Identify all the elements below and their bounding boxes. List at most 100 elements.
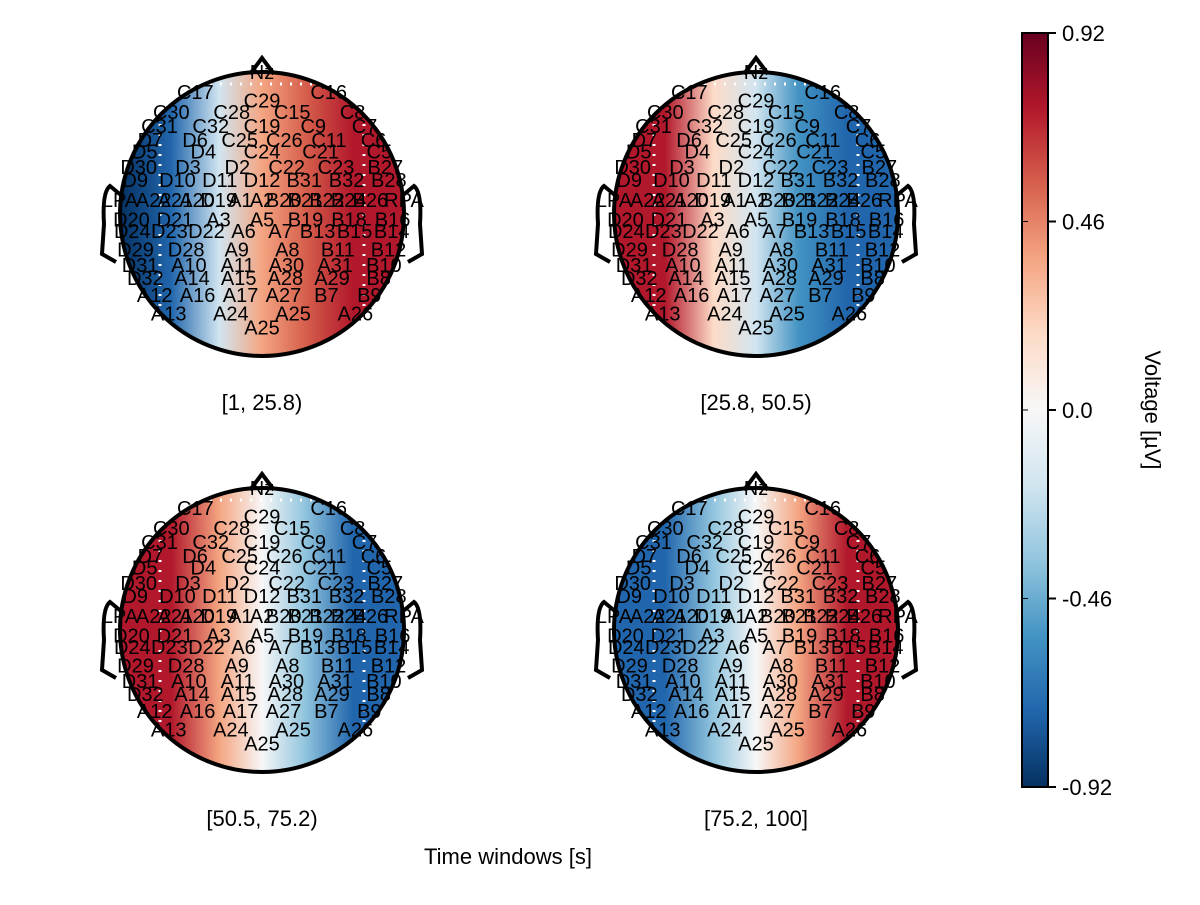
channel-label: C23 — [318, 573, 355, 595]
channel-label: D32 — [127, 268, 164, 290]
channel-label: A27 — [266, 285, 302, 307]
channel-label: C29 — [244, 90, 281, 112]
channel-label: D28 — [168, 240, 205, 262]
channel-label: A2 — [744, 606, 768, 628]
nose-outline — [742, 54, 770, 76]
channel-label: B22 — [309, 606, 345, 628]
channel-label: D19 — [200, 190, 237, 212]
channel-label: B28 — [865, 170, 901, 192]
channel-label: B13 — [300, 637, 336, 659]
channel-label: C8 — [834, 102, 860, 124]
channel-label: A21 — [158, 190, 194, 212]
channel-label: C28 — [707, 518, 744, 540]
channel-label: C19 — [738, 532, 775, 554]
channel-label: D19 — [200, 606, 237, 628]
channel-label: A20 — [179, 606, 215, 628]
channel-label: A3 — [206, 626, 230, 648]
channel-label: D10 — [159, 170, 196, 192]
channel-label: A24 — [707, 719, 743, 741]
channel-label: Nz — [744, 62, 768, 84]
channel-label: C30 — [647, 518, 684, 540]
channel-label: C32 — [192, 532, 229, 554]
channel-label: A29 — [808, 684, 844, 706]
channel-label: C26 — [266, 546, 303, 568]
channel-label: A10 — [665, 255, 701, 277]
channel-label: D21 — [157, 626, 194, 648]
channel-label: RPA — [384, 606, 424, 628]
channel-label: D3 — [669, 573, 695, 595]
channel-label: RPA — [878, 190, 918, 212]
channel-label: B31 — [286, 586, 322, 608]
channel-label: D29 — [117, 656, 154, 678]
channel-label: C28 — [213, 102, 250, 124]
channel-label: C21 — [302, 558, 339, 580]
channel-label: C8 — [834, 518, 860, 540]
channel-label: C29 — [738, 506, 775, 528]
channel-label: A1 — [228, 190, 252, 212]
channel-label: C21 — [796, 142, 833, 164]
channel-label: A28 — [762, 268, 798, 290]
channel-label: B13 — [300, 221, 336, 243]
channel-label: B8 — [860, 684, 884, 706]
channel-label: D24 — [608, 637, 645, 659]
left-ear-outline — [99, 183, 124, 264]
channel-label: D12 — [244, 586, 281, 608]
channel-label: C9 — [300, 116, 326, 138]
channel-label: D6 — [182, 546, 208, 568]
channel-label: D11 — [696, 170, 731, 192]
channel-label: C32 — [686, 116, 723, 138]
channel-label: C9 — [794, 116, 820, 138]
channel-label: A25 — [738, 318, 774, 340]
channel-label: LPA — [596, 190, 633, 212]
topoplot-panel: Nz C17 C16 C29 C30 C28 C15 C8 C31 C32 C19 C9 C7 D7 D6 C… — [593, 54, 918, 415]
channel-label: B19 — [288, 210, 324, 232]
channel-label: C26 — [760, 546, 797, 568]
channel-label: B9 — [851, 701, 875, 723]
channel-label: A15 — [221, 268, 257, 290]
channel-label: A27 — [266, 701, 302, 723]
colorbar-tick-label: 0.0 — [1062, 398, 1093, 423]
channel-label: B14 — [868, 637, 904, 659]
channel-label: B8 — [366, 684, 390, 706]
channel-label: A22 — [630, 606, 666, 628]
channel-label: B18 — [825, 210, 861, 232]
channel-label: C17 — [177, 498, 214, 520]
channel-label: D2 — [225, 157, 251, 179]
channel-label: C23 — [318, 157, 355, 179]
channel-label: B19 — [288, 626, 324, 648]
channel-label: A22 — [630, 190, 666, 212]
channel-label: A8 — [769, 656, 793, 678]
channel-label: A25 — [244, 734, 280, 756]
scalp-field — [614, 488, 898, 772]
channel-label: B10 — [860, 671, 896, 693]
channel-label: B32 — [329, 170, 365, 192]
channel-label: A21 — [158, 606, 194, 628]
channel-label: A5 — [250, 626, 274, 648]
channel-label: D30 — [614, 157, 651, 179]
channel-label: B27 — [368, 573, 404, 595]
channel-label: C32 — [192, 116, 229, 138]
channel-label: B15 — [337, 637, 373, 659]
channel-label: C5 — [367, 142, 393, 164]
channel-label: C24 — [244, 558, 281, 580]
channel-label: A2 — [250, 190, 274, 212]
channel-label: B26 — [353, 190, 389, 212]
channel-label: A26 — [337, 719, 373, 741]
colorbar-tick-label: -0.92 — [1062, 775, 1112, 800]
channel-label: B12 — [865, 240, 901, 262]
channel-label: D23 — [645, 221, 682, 243]
channel-label: D23 — [151, 221, 188, 243]
channel-label: A31 — [317, 671, 353, 693]
channel-label: A7 — [762, 221, 786, 243]
channel-label: B7 — [314, 701, 338, 723]
channel-label: B15 — [337, 221, 373, 243]
channel-label: C22 — [762, 157, 799, 179]
channel-label: D20 — [113, 626, 150, 648]
channel-label: D11 — [696, 586, 731, 608]
channel-label: A20 — [673, 190, 709, 212]
channel-label: C30 — [153, 518, 190, 540]
channel-label: D22 — [682, 637, 719, 659]
channel-label: A6 — [231, 637, 255, 659]
channel-label: A26 — [831, 303, 867, 325]
